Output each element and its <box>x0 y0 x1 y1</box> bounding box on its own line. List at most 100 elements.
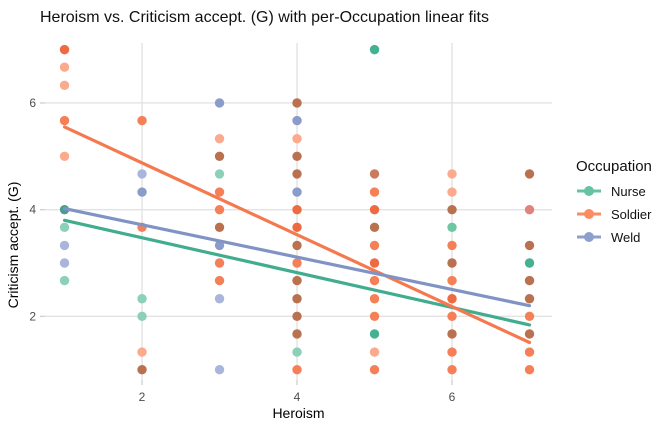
y-tick-label: 6 <box>29 96 36 110</box>
data-point <box>369 169 380 179</box>
data-point <box>292 240 302 251</box>
data-point <box>524 275 535 286</box>
legend: Occupation Nurse Soldier Weld <box>576 158 652 253</box>
data-point <box>292 134 302 144</box>
legend-label-nurse: Nurse <box>611 183 646 199</box>
data-point <box>214 365 225 375</box>
y-axis-label: Criticism accept. (G) <box>5 181 21 309</box>
data-point <box>447 311 457 322</box>
data-point <box>447 240 457 251</box>
data-point <box>214 169 225 179</box>
legend-key-soldier-icon <box>577 209 601 219</box>
data-point <box>59 240 70 251</box>
data-point <box>524 365 535 375</box>
data-point <box>59 258 70 268</box>
data-point <box>137 365 147 375</box>
data-point <box>292 275 302 286</box>
x-tick-label: 2 <box>139 390 146 404</box>
x-axis-label: Heroism <box>272 405 325 421</box>
data-point <box>214 151 225 162</box>
data-point <box>137 294 147 304</box>
data-point <box>369 240 380 251</box>
fit-line-weld <box>62 206 532 308</box>
data-point <box>292 204 302 215</box>
data-point <box>59 222 70 232</box>
data-point <box>59 44 70 55</box>
fit-line-soldier <box>62 125 532 345</box>
data-point <box>447 365 457 375</box>
data-point <box>292 169 302 179</box>
data-point <box>447 258 457 268</box>
data-point <box>59 80 70 91</box>
data-point <box>292 98 302 108</box>
data-point <box>369 365 380 375</box>
data-point <box>292 311 302 322</box>
data-point <box>369 44 380 55</box>
data-point <box>137 347 147 357</box>
legend-label-weld: Weld <box>611 229 641 245</box>
data-point <box>137 187 147 197</box>
data-point <box>369 258 380 268</box>
data-point <box>214 98 225 108</box>
x-tick-label: 6 <box>449 390 456 404</box>
data-point <box>59 275 70 286</box>
data-point <box>447 169 457 179</box>
legend-item-weld: Weld <box>576 229 652 245</box>
data-point <box>447 187 457 197</box>
data-point <box>447 275 457 286</box>
chart-title: Heroism vs. Criticism accept. (G) with p… <box>40 9 489 26</box>
data-point <box>524 294 535 304</box>
data-point <box>292 115 302 126</box>
data-point <box>292 151 302 162</box>
data-point <box>292 294 302 304</box>
legend-title: Occupation <box>576 158 652 175</box>
data-point <box>214 187 225 197</box>
data-point <box>369 204 380 215</box>
y-tick-label: 4 <box>29 203 36 217</box>
data-point <box>214 258 225 268</box>
data-point <box>524 329 535 339</box>
data-point <box>214 294 225 304</box>
data-point <box>59 115 70 126</box>
legend-key-weld-icon <box>577 232 601 242</box>
data-point <box>292 187 302 197</box>
data-point <box>447 294 457 304</box>
legend-key-nurse-icon <box>577 186 601 196</box>
data-point <box>59 62 70 72</box>
data-point <box>214 204 225 215</box>
data-point <box>137 169 147 179</box>
legend-label-soldier: Soldier <box>611 206 652 222</box>
data-point <box>524 258 535 268</box>
data-point <box>292 222 302 232</box>
data-point <box>292 258 302 268</box>
data-point <box>292 329 302 339</box>
data-point <box>214 222 225 232</box>
data-point <box>447 347 457 357</box>
data-point <box>214 275 225 286</box>
data-point <box>524 240 535 251</box>
data-point <box>524 311 535 322</box>
data-point <box>524 204 535 215</box>
y-tick-label: 2 <box>29 309 36 323</box>
legend-item-nurse: Nurse <box>576 183 652 199</box>
data-point <box>137 311 147 322</box>
data-point <box>369 329 380 339</box>
data-point <box>369 347 380 357</box>
data-point <box>524 169 535 179</box>
data-point <box>447 204 457 215</box>
data-point <box>214 134 225 144</box>
data-point <box>524 347 535 357</box>
data-point <box>369 187 380 197</box>
data-point <box>369 222 380 232</box>
data-point <box>447 222 457 232</box>
data-point <box>292 365 302 375</box>
legend-items: Nurse Soldier Weld <box>576 183 652 245</box>
x-tick-label: 4 <box>294 390 301 404</box>
data-point <box>369 275 380 286</box>
legend-item-soldier: Soldier <box>576 206 652 222</box>
data-point <box>137 115 147 126</box>
data-point <box>292 347 302 357</box>
data-point <box>447 329 457 339</box>
